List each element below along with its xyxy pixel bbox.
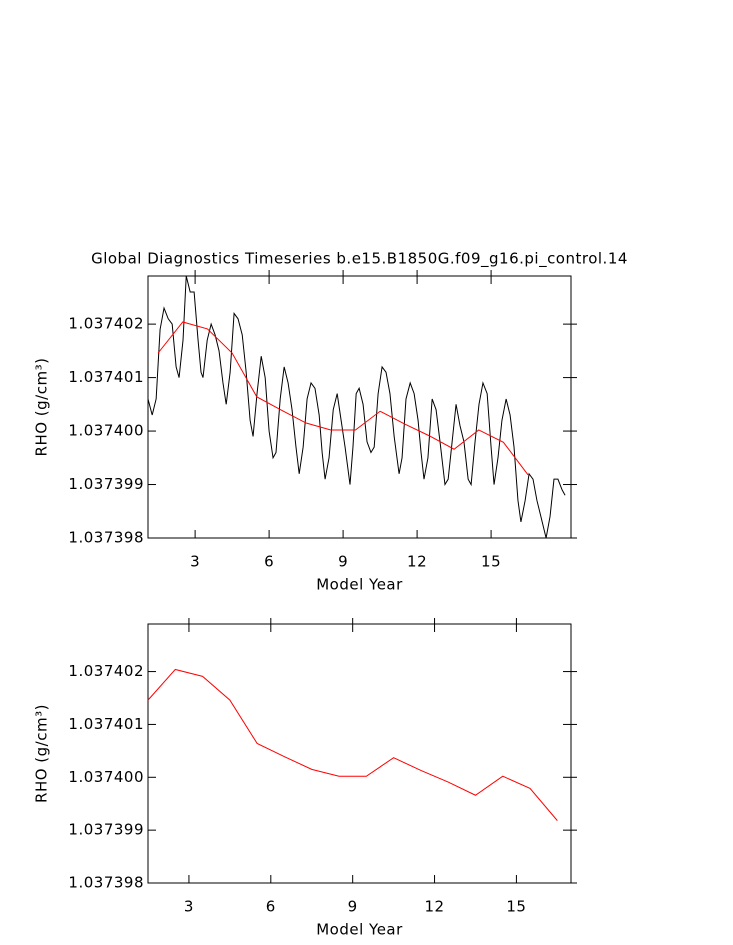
x-axis-label: Model Year xyxy=(316,576,403,594)
y-tick-label: 1.037400 xyxy=(68,422,144,440)
y-tick-label: 1.037402 xyxy=(68,662,144,680)
x-tick-label: 9 xyxy=(348,898,358,916)
x-tick-label: 15 xyxy=(506,898,526,916)
y-tick-label: 1.037401 xyxy=(68,368,144,386)
y-tick-label: 1.037401 xyxy=(68,715,144,733)
data-line xyxy=(147,275,566,539)
y-tick-label: 1.037399 xyxy=(68,475,144,493)
data-line xyxy=(147,668,558,821)
x-axis-label: Model Year xyxy=(316,921,403,939)
x-tick-label: 15 xyxy=(481,553,501,571)
plot-frame xyxy=(147,275,572,539)
y-tick-label: 1.037400 xyxy=(68,768,144,786)
y-tick-label: 1.037398 xyxy=(68,529,144,547)
y-axis-label: RHO (g/cm³) xyxy=(33,358,51,457)
x-tick-label: 6 xyxy=(266,898,276,916)
x-tick-label: 6 xyxy=(264,553,274,571)
x-tick-label: 12 xyxy=(407,553,427,571)
x-tick-label: 3 xyxy=(184,898,194,916)
y-tick-label: 1.037398 xyxy=(68,874,144,892)
x-tick-label: 12 xyxy=(425,898,445,916)
x-tick-label: 9 xyxy=(338,553,348,571)
plot-frame xyxy=(147,623,572,884)
y-tick-label: 1.037399 xyxy=(68,821,144,839)
chart-title: Global Diagnostics Timeseries b.e15.B185… xyxy=(91,250,628,269)
x-tick-label: 3 xyxy=(190,553,200,571)
y-axis-label: RHO (g/cm³) xyxy=(33,704,51,803)
y-tick-label: 1.037402 xyxy=(68,315,144,333)
data-line xyxy=(157,321,529,476)
